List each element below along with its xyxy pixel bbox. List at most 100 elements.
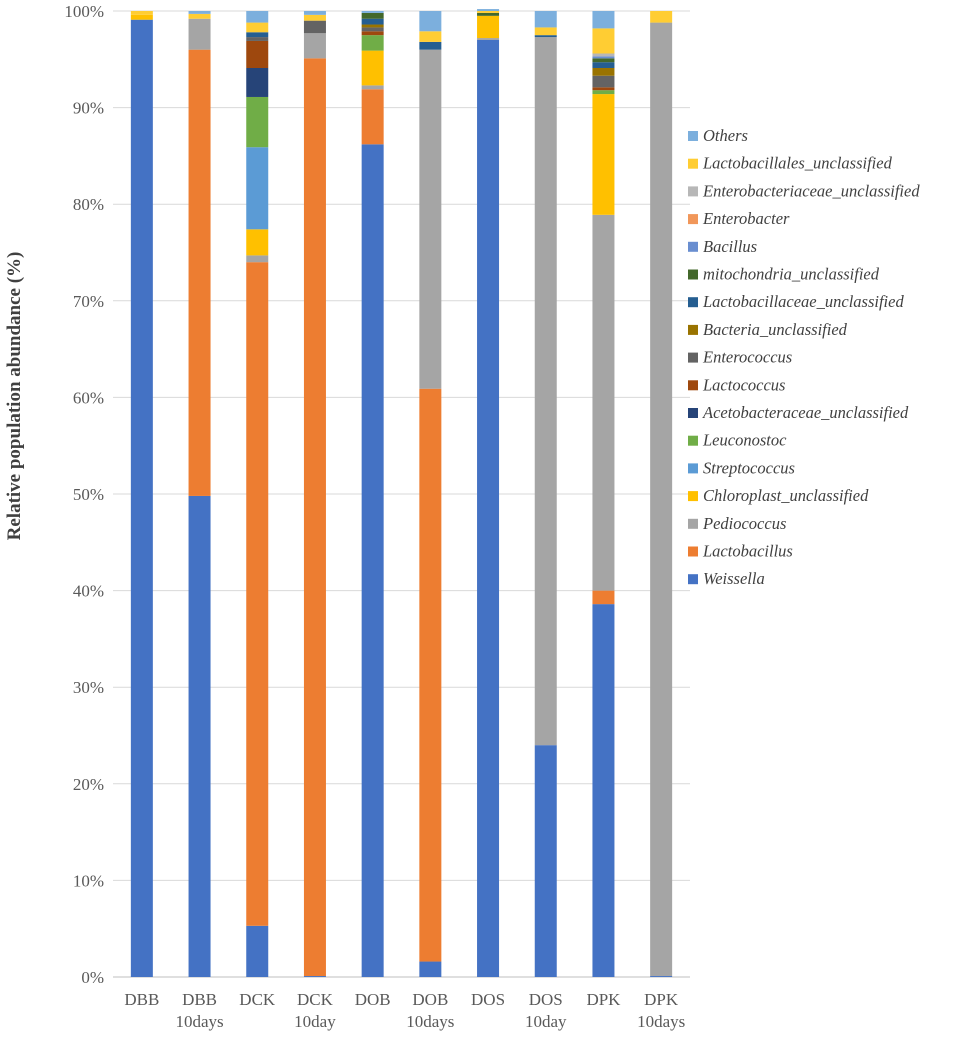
bar-segment: Chloroplast_unclassified — [130, 14, 153, 20]
legend-swatch — [688, 546, 698, 557]
y-tick-label: 70% — [73, 292, 104, 311]
bar-segment: Streptococcus — [246, 147, 269, 230]
bar-segment: Pediococcus — [361, 85, 384, 90]
bar-segment: mitochondria_unclassified — [361, 12, 384, 19]
legend-label: Enterobacter — [702, 209, 790, 228]
bar-segment: Pediococcus — [477, 38, 500, 40]
legend-label: Leuconostoc — [702, 431, 787, 450]
bar-segment: Weissella — [419, 961, 442, 977]
legend-label: Pediococcus — [702, 514, 786, 533]
legend-swatch — [688, 241, 698, 252]
bar-segment: Pediococcus — [592, 214, 615, 591]
bar-segment: Enterobacteriaceae_unclassified — [592, 53, 615, 57]
legend-label: Others — [703, 126, 748, 145]
bar-segment: Lactobacillales_unclassified — [477, 11, 500, 13]
legend-item: Leuconostoc — [688, 431, 787, 450]
legend: Others Lactobacillales_unclassified Entero… — [688, 126, 920, 588]
bar-segment: Enterococcus — [303, 20, 326, 34]
bar-segment: Leuconostoc — [361, 35, 384, 51]
bar-segment: Chloroplast_unclassified — [477, 15, 500, 39]
bar-segment: Chloroplast_unclassified — [361, 50, 384, 86]
bar-segment: mitochondria_unclassified — [477, 12, 500, 16]
bar-segment: Weissella — [188, 495, 211, 977]
bar-segment: Pediococcus — [303, 33, 326, 59]
y-tick-label: 60% — [73, 388, 104, 407]
bar-segment: Chloroplast_unclassified — [592, 94, 615, 215]
bar-segment: Lactococcus — [592, 87, 615, 91]
x-tick-label: DPK — [586, 990, 621, 1009]
x-tick-label: DOS — [529, 990, 563, 1009]
legend-swatch — [688, 352, 698, 363]
x-tick-label: 10days — [637, 1012, 685, 1031]
bar-segment: Chloroplast_unclassified — [246, 229, 269, 256]
bar-segment: Others — [592, 11, 615, 29]
y-tick-label: 50% — [73, 485, 104, 504]
bar-segment: Enterococcus — [592, 75, 615, 88]
y-tick-label: 0% — [81, 968, 104, 987]
bar-segment: Lactobacillales_unclassified — [650, 11, 673, 23]
legend-swatch — [688, 297, 698, 308]
legend-swatch — [688, 158, 698, 169]
y-tick-label: 10% — [73, 871, 104, 890]
bar-segment: Lactobacillus — [246, 262, 269, 926]
bar-segment: Lactobacillales_unclassified — [303, 14, 326, 21]
bar-segment: Bacillus — [592, 56, 615, 59]
legend-item: mitochondria_unclassified — [688, 265, 880, 284]
bar-segment: Pediococcus — [246, 255, 269, 263]
bar-segment: Weissella — [246, 925, 269, 977]
x-tick-labels: DBB DBB 10days DCK DCK 10day DOB DOB 10days DOS DO… — [124, 990, 685, 1031]
legend-swatch — [688, 435, 698, 446]
x-tick-label: 10day — [294, 1012, 336, 1031]
x-tick-label: DBB — [124, 990, 159, 1009]
bar-segment: Pediococcus — [419, 49, 442, 389]
bar-segment: Bacteria_unclassified — [361, 24, 384, 28]
bar-segment: Lactobacillus — [188, 49, 211, 496]
y-axis-label: Relative population abundance (%) — [4, 252, 25, 541]
bar-segment: Acetobacteraceae_unclassified — [246, 67, 269, 97]
bars: Weissella Chloroplast_unclassified Lactoba… — [130, 9, 673, 978]
bar-segment: Weissella — [303, 976, 326, 977]
bar-segment: Lactobacillales_unclassified — [534, 27, 557, 36]
bar-segment: Leuconostoc — [246, 96, 269, 148]
y-tick-label: 30% — [73, 678, 104, 697]
bar-segment: Lactobacillus — [592, 590, 615, 605]
legend-item: Lactococcus — [688, 375, 785, 394]
legend-label: Enterococcus — [702, 348, 792, 367]
legend-item: Others — [688, 126, 748, 145]
x-tick-label: 10days — [175, 1012, 223, 1031]
bar-segment: Others — [419, 11, 442, 32]
legend-label: Bacteria_unclassified — [703, 320, 848, 339]
legend-item: Lactobacillales_unclassified — [688, 154, 893, 173]
x-tick-label: DCK — [297, 990, 334, 1009]
legend-label: Acetobacteraceae_unclassified — [702, 403, 909, 422]
y-tick-labels: 0% 10% 20% 30% 40% 50% 60% 70% 80% 90% 100% — [64, 2, 104, 987]
legend-item: Chloroplast_unclassified — [688, 486, 869, 505]
legend-label: Streptococcus — [703, 458, 795, 477]
legend-swatch — [688, 518, 698, 529]
legend-item: Enterobacteriaceae_unclassified — [688, 181, 920, 200]
bar-segment: Bacteria_unclassified — [592, 67, 615, 76]
y-tick-label: 100% — [64, 2, 104, 21]
bar-segment: Others — [361, 11, 384, 13]
legend-item: Acetobacteraceae_unclassified — [688, 403, 909, 422]
legend-label: mitochondria_unclassified — [703, 265, 880, 284]
legend-swatch — [688, 131, 698, 141]
legend-swatch — [688, 408, 698, 418]
bar-segment: Leuconostoc — [592, 90, 615, 95]
x-tick-label: 10days — [406, 1012, 454, 1031]
legend-swatch — [688, 463, 698, 474]
bar-segment: Others — [246, 11, 269, 23]
bar-segment: Lactobacillales_unclassified — [419, 31, 442, 42]
x-tick-label: 10day — [525, 1012, 567, 1031]
bar-segment: Lactococcus — [246, 40, 269, 68]
x-tick-label: DCK — [239, 990, 276, 1009]
bar-segment: Lactobacillaceae_unclassified — [361, 18, 384, 25]
legend-label: Lactobacillus — [702, 542, 793, 561]
legend-label: Weissella — [703, 569, 765, 588]
bar-segment: Others — [188, 11, 211, 14]
x-tick-label: DOB — [355, 990, 391, 1009]
legend-swatch — [688, 491, 698, 502]
bar-segment: Lactobacillales_unclassified — [592, 28, 615, 54]
bar-segment: Lactobacillaceae_unclassified — [246, 32, 269, 38]
